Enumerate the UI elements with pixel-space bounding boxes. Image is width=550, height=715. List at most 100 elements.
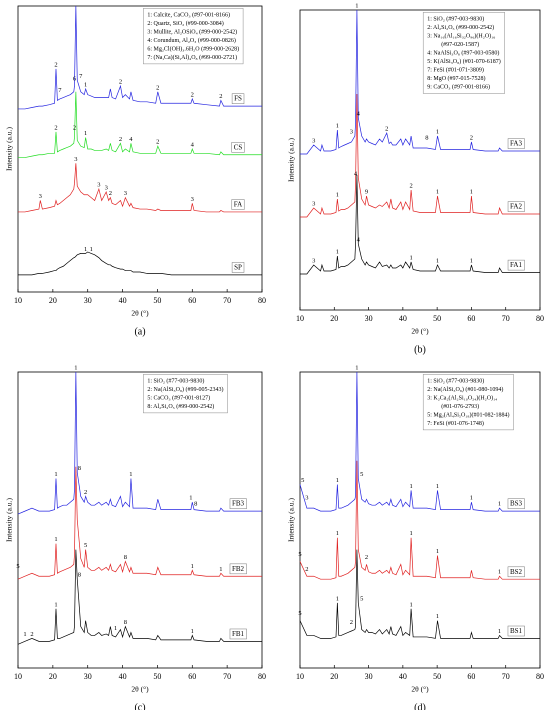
series-line — [18, 251, 262, 276]
peak-label: 2 — [156, 84, 159, 91]
peak-label: 1 — [54, 601, 57, 608]
plot-frame — [299, 9, 541, 311]
peak-label: 1 — [436, 613, 439, 620]
series-line — [299, 460, 540, 580]
series-label-box — [229, 628, 247, 640]
peak-label: 2 — [84, 489, 87, 496]
x-tick-label: 40 — [399, 672, 407, 681]
legend-entry: 6: Mg₂Cl(OH)₃.6H₂O (#99-000-2628) — [147, 45, 239, 52]
series-label-box — [229, 498, 247, 509]
peak-label: 7 — [79, 73, 83, 80]
peak-label: 3 — [105, 184, 108, 191]
peak-label: 2 — [191, 91, 194, 98]
peak-label: 2 — [365, 554, 368, 561]
x-axis-label: 2θ (°) — [411, 327, 429, 336]
x-tick-label: 70 — [502, 672, 510, 681]
peak-label: 1 — [23, 631, 26, 638]
peak-label: 1 — [54, 471, 57, 478]
peak-label: 2 — [385, 125, 388, 132]
legend-entry: 1: SiO₂ (#97-003-9830) — [427, 15, 484, 22]
x-tick-label: 40 — [399, 314, 407, 323]
panel-label: (b) — [414, 344, 426, 355]
legend: 1: SiO₂ (#97-003-9830) 2: Al₂Si₂O₅ (#99-0… — [422, 12, 505, 94]
x-tick-label: 60 — [188, 296, 196, 305]
peak-label: 6 — [73, 76, 77, 83]
x-tick-label: 30 — [84, 672, 92, 681]
series-label-box — [507, 201, 525, 212]
peak-label: 2 — [350, 619, 353, 626]
legend-entry: (#01-076-2793) — [441, 403, 479, 410]
peak-label: 3 — [312, 200, 315, 207]
peak-label: 1 — [436, 128, 439, 135]
peak-label: 4 — [354, 170, 358, 177]
series-line — [17, 466, 262, 580]
legend-entry: 3: Na₁₆(Al₁₆Si₃₂O₉₆)(H₂O)₁₆ — [427, 32, 495, 39]
series-line — [18, 163, 262, 213]
peak-label: 4 — [357, 236, 361, 243]
peak-label: 2 — [409, 182, 412, 189]
panel-label: (c) — [134, 702, 145, 710]
series-line — [300, 174, 540, 275]
legend-box — [422, 374, 514, 431]
peak-label: 1 — [114, 625, 117, 632]
peak-label: 8 — [425, 134, 428, 141]
peak-label: 1 — [336, 191, 339, 198]
peak-label: 5 — [16, 563, 19, 570]
series-line — [17, 549, 262, 645]
legend-entry: 5: K(AlSi₃O₈) (#01-070-6187) — [427, 58, 501, 65]
legend-box — [422, 12, 505, 94]
x-tick-label: 80 — [536, 672, 544, 681]
peak-label: 1 — [470, 188, 473, 195]
series-label: FA2 — [510, 203, 522, 211]
peak-label: 1 — [336, 595, 339, 602]
peak-label: 2 — [54, 124, 57, 131]
peak-label: 2 — [119, 136, 122, 143]
x-tick-label: 50 — [153, 296, 161, 305]
peak-label: 1 — [336, 530, 339, 537]
peak-label: 1 — [409, 483, 412, 490]
peak-label: 1 — [409, 601, 412, 608]
peak-label: 5 — [360, 595, 363, 602]
legend-entry: 5: Mg₂(Al₄Si₅O₁₈)(#01-082-1884) — [427, 411, 509, 418]
peak-label: 1 — [498, 628, 501, 635]
series-line — [17, 371, 262, 515]
x-tick-label: 60 — [188, 672, 196, 681]
peak-label: 1 — [436, 548, 439, 555]
legend: 1: Calcite, CaCO₃ (#97-001-8166) 2: Quart… — [143, 8, 244, 65]
legend-entry: 5: CaCO₃ (#97-001-8127) — [147, 394, 210, 401]
peak-label: 1 — [336, 122, 339, 129]
peak-label: 1 — [129, 471, 132, 478]
series-label: FS — [234, 95, 242, 103]
legend-entry: 1: Calcite, CaCO₃ (#97-001-8166) — [147, 11, 230, 18]
x-tick-label: 70 — [223, 672, 231, 681]
panel-label: (d) — [414, 702, 426, 710]
peak-label: 1 — [436, 188, 439, 195]
x-tick-label: 10 — [14, 296, 22, 305]
peak-label: 1 — [336, 477, 339, 484]
peak-label: 2 — [470, 134, 473, 141]
series-label: FB3 — [232, 500, 245, 508]
peak-label: 1 — [54, 536, 57, 543]
peak-label: 3 — [350, 128, 353, 135]
x-tick-label: 30 — [365, 672, 373, 681]
peak-label: 1 — [336, 248, 339, 255]
peak-label: 1 — [436, 483, 439, 490]
legend-box — [143, 8, 244, 65]
legend-entry: 4: Corundum, Al₂O₃ (#99-000-0826) — [147, 37, 236, 44]
x-tick-label: 20 — [49, 672, 57, 681]
peak-label: 1 — [409, 530, 412, 537]
peak-label: 5 — [360, 471, 363, 478]
peak-label: 2 — [109, 190, 112, 197]
legend-entry: 3: K₂Ca₂(Al₂Si₁₀O₂₄)(H₂O)₁₄ — [427, 394, 497, 401]
legend: 1: SiO₂ (#77-003-9830) 2: Na(AlSi₃O₈) (#9… — [143, 374, 228, 414]
x-tick-label: 50 — [153, 672, 161, 681]
legend-entry: 2: Quartz, SiO₂ (#99-000-3084) — [147, 20, 223, 27]
peak-label: 1 — [191, 563, 194, 570]
peak-label: 2 — [73, 124, 76, 131]
peak-label: 2 — [119, 79, 122, 86]
x-tick-label: 20 — [330, 314, 338, 323]
series-line — [299, 549, 540, 639]
legend-box — [143, 374, 228, 414]
panel-label: (a) — [134, 326, 145, 337]
series-label: BS1 — [510, 627, 523, 635]
